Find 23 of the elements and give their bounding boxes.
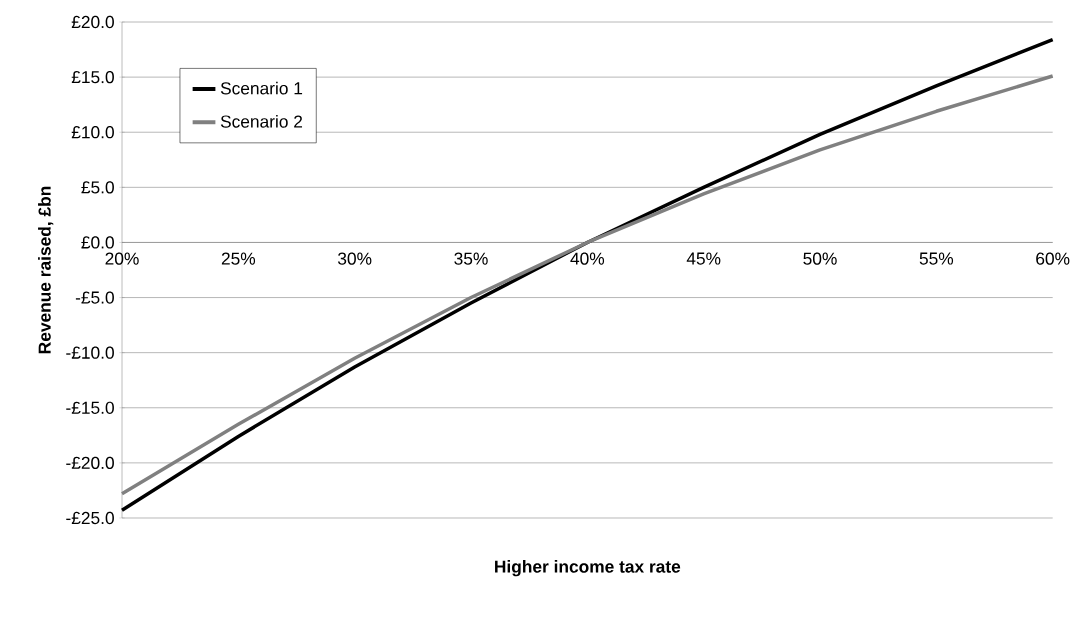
y-tick-label: -£10.0 xyxy=(66,346,114,359)
x-tick-label: 50% xyxy=(803,252,837,265)
x-tick-label: 45% xyxy=(686,252,721,265)
x-axis-title: Higher income tax rate xyxy=(495,560,681,577)
x-tick-label: 35% xyxy=(454,252,488,265)
x-tick-label: 30% xyxy=(337,252,372,265)
y-tick-label: -£5.0 xyxy=(75,291,114,304)
legend-label: Scenario 1 xyxy=(220,81,303,95)
x-tick-label: 55% xyxy=(919,252,954,265)
y-tick-label: £15.0 xyxy=(71,70,114,84)
x-tick-label: 60% xyxy=(1036,252,1070,265)
y-tick-label: -£20.0 xyxy=(66,456,114,470)
x-tick-label: 20% xyxy=(105,252,139,265)
y-tick-label: £10.0 xyxy=(71,126,114,139)
y-axis-title: Revenue raised, £bn xyxy=(38,186,54,354)
y-tick-label: -£15.0 xyxy=(66,401,114,414)
y-tick-label: £20.0 xyxy=(71,15,114,29)
y-tick-label: -£25.0 xyxy=(66,511,114,525)
y-tick-label: £5.0 xyxy=(81,181,114,194)
x-tick-label: 40% xyxy=(570,252,605,265)
legend-label: Scenario 2 xyxy=(220,114,303,128)
x-tick-label: 25% xyxy=(221,252,256,265)
y-tick-label: £0.0 xyxy=(81,236,114,249)
